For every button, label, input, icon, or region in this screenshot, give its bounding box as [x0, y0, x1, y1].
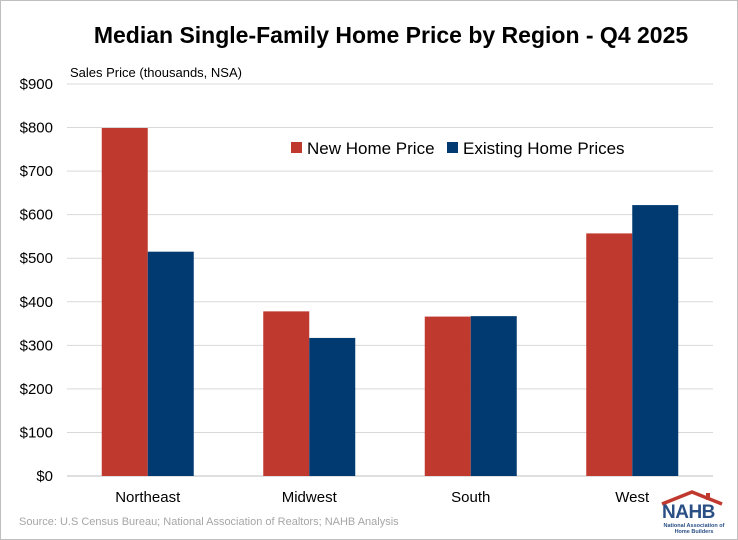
source-note: Source: U.S Census Bureau; National Asso… [19, 516, 399, 528]
house-roof-icon [661, 490, 723, 506]
y-tick-label: $700 [20, 163, 53, 180]
category-label: Midwest [282, 489, 338, 506]
y-tick-label: $600 [20, 207, 53, 224]
legend-entry: New Home Price [307, 139, 435, 158]
y-tick-label: $500 [20, 250, 53, 267]
bar-new-home-midwest [263, 311, 310, 476]
y-tick-label: $400 [20, 294, 53, 311]
bar-new-home-west [586, 233, 633, 476]
legend-entry: Existing Home Prices [463, 139, 625, 158]
y-tick-labels: $0 $100 $200 $300 $400 $500 $600 $700 $800 $900 [20, 76, 53, 485]
category-label: South [451, 489, 490, 506]
y-axis-label: Sales Price (thousands, NSA) [70, 65, 242, 80]
logo-wordmark: NAHB [662, 502, 715, 523]
y-tick-label: $800 [20, 120, 53, 137]
bar-new-home-northeast [101, 127, 148, 476]
y-tick-label: $900 [20, 76, 53, 93]
y-tick-label: $200 [20, 381, 53, 398]
bar-new-home-south [424, 316, 471, 476]
legend: New Home Price Existing Home Prices [291, 139, 625, 158]
legend-swatch [447, 142, 458, 153]
bar-existing-home-south [470, 316, 517, 476]
logo-subtitle: National Association of Home Builders [663, 523, 725, 535]
category-label: Northeast [115, 489, 181, 506]
bar-existing-home-northeast [147, 251, 194, 476]
y-tick-label: $0 [36, 468, 53, 485]
y-tick-label: $100 [20, 424, 53, 441]
nahb-logo: NAHB National Association of Home Builde… [656, 490, 728, 536]
legend-swatch [291, 142, 302, 153]
category-labels: Northeast Midwest South West [115, 489, 650, 506]
category-label: West [615, 489, 650, 506]
bar-existing-home-midwest [309, 337, 356, 476]
y-tick-label: $300 [20, 337, 53, 354]
bar-existing-home-west [632, 205, 679, 476]
chart-title: Median Single-Family Home Price by Regio… [94, 22, 689, 48]
bars [101, 127, 679, 476]
